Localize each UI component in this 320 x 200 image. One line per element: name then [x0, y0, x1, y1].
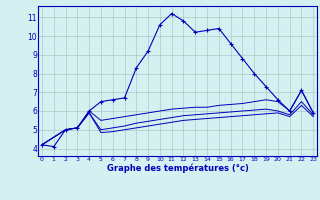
X-axis label: Graphe des températures (°c): Graphe des températures (°c)	[107, 164, 249, 173]
